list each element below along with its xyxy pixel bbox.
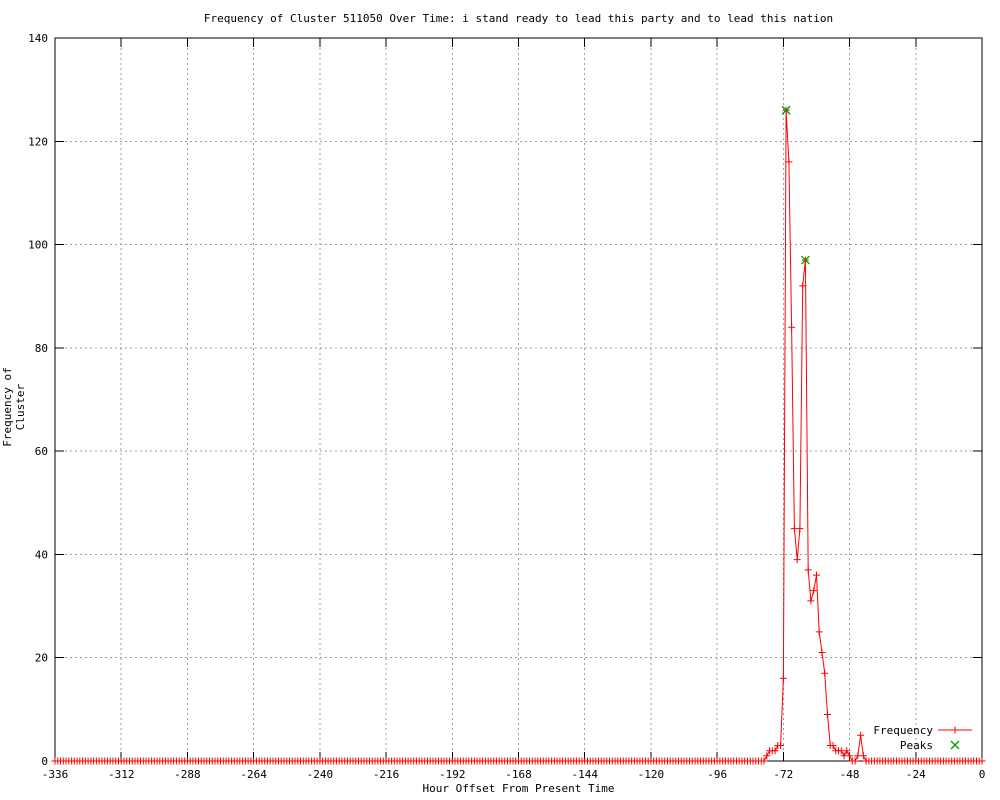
x-tick-label: -120	[638, 768, 665, 781]
y-axis-label: Frequency of Cluster	[1, 367, 27, 447]
peaks-series	[781, 105, 810, 265]
legend-sample-peaks	[950, 740, 960, 750]
x-tick-label: -240	[307, 768, 334, 781]
y-tick-label: 0	[41, 755, 48, 768]
x-tick-label: -312	[108, 768, 135, 781]
x-tick-label: -336	[42, 768, 69, 781]
x-tick-label: -192	[439, 768, 466, 781]
peak-x-marker	[800, 255, 810, 265]
tick-labels: -336 -312 -288 -264 -240 -216 -192 -168 -144 -120…	[28, 32, 985, 781]
x-tick-label: -168	[505, 768, 532, 781]
legend-label-peaks: Peaks	[900, 739, 933, 752]
legend: Frequency Peaks	[873, 724, 972, 752]
y-tick-label: 80	[35, 342, 48, 355]
x-tick-label: -144	[571, 768, 598, 781]
y-tick-label: 40	[35, 548, 48, 561]
frequency-series	[51, 106, 986, 765]
y-tick-label: 120	[28, 135, 48, 148]
x-tick-label: -96	[707, 768, 727, 781]
legend-sample-frequency	[951, 726, 959, 734]
x-tick-label: -48	[840, 768, 860, 781]
legend-label-frequency: Frequency	[873, 724, 933, 737]
y-tick-label: 60	[35, 445, 48, 458]
x-tick-label: 0	[979, 768, 986, 781]
gridlines	[55, 38, 982, 761]
y-tick-label: 100	[28, 239, 48, 252]
x-tick-label: -72	[773, 768, 793, 781]
y-tick-label: 140	[28, 32, 48, 45]
frequency-plus-markers	[51, 106, 986, 765]
y-tick-label: 20	[35, 652, 48, 665]
chart-title: Frequency of Cluster 511050 Over Time: i…	[203, 12, 834, 25]
x-tick-label: -288	[174, 768, 201, 781]
x-tick-label: -216	[373, 768, 400, 781]
x-axis-label: Hour Offset From Present Time	[422, 782, 615, 795]
peak-x-marker	[781, 105, 791, 115]
x-tick-label: -264	[240, 768, 267, 781]
x-tick-label: -24	[906, 768, 926, 781]
